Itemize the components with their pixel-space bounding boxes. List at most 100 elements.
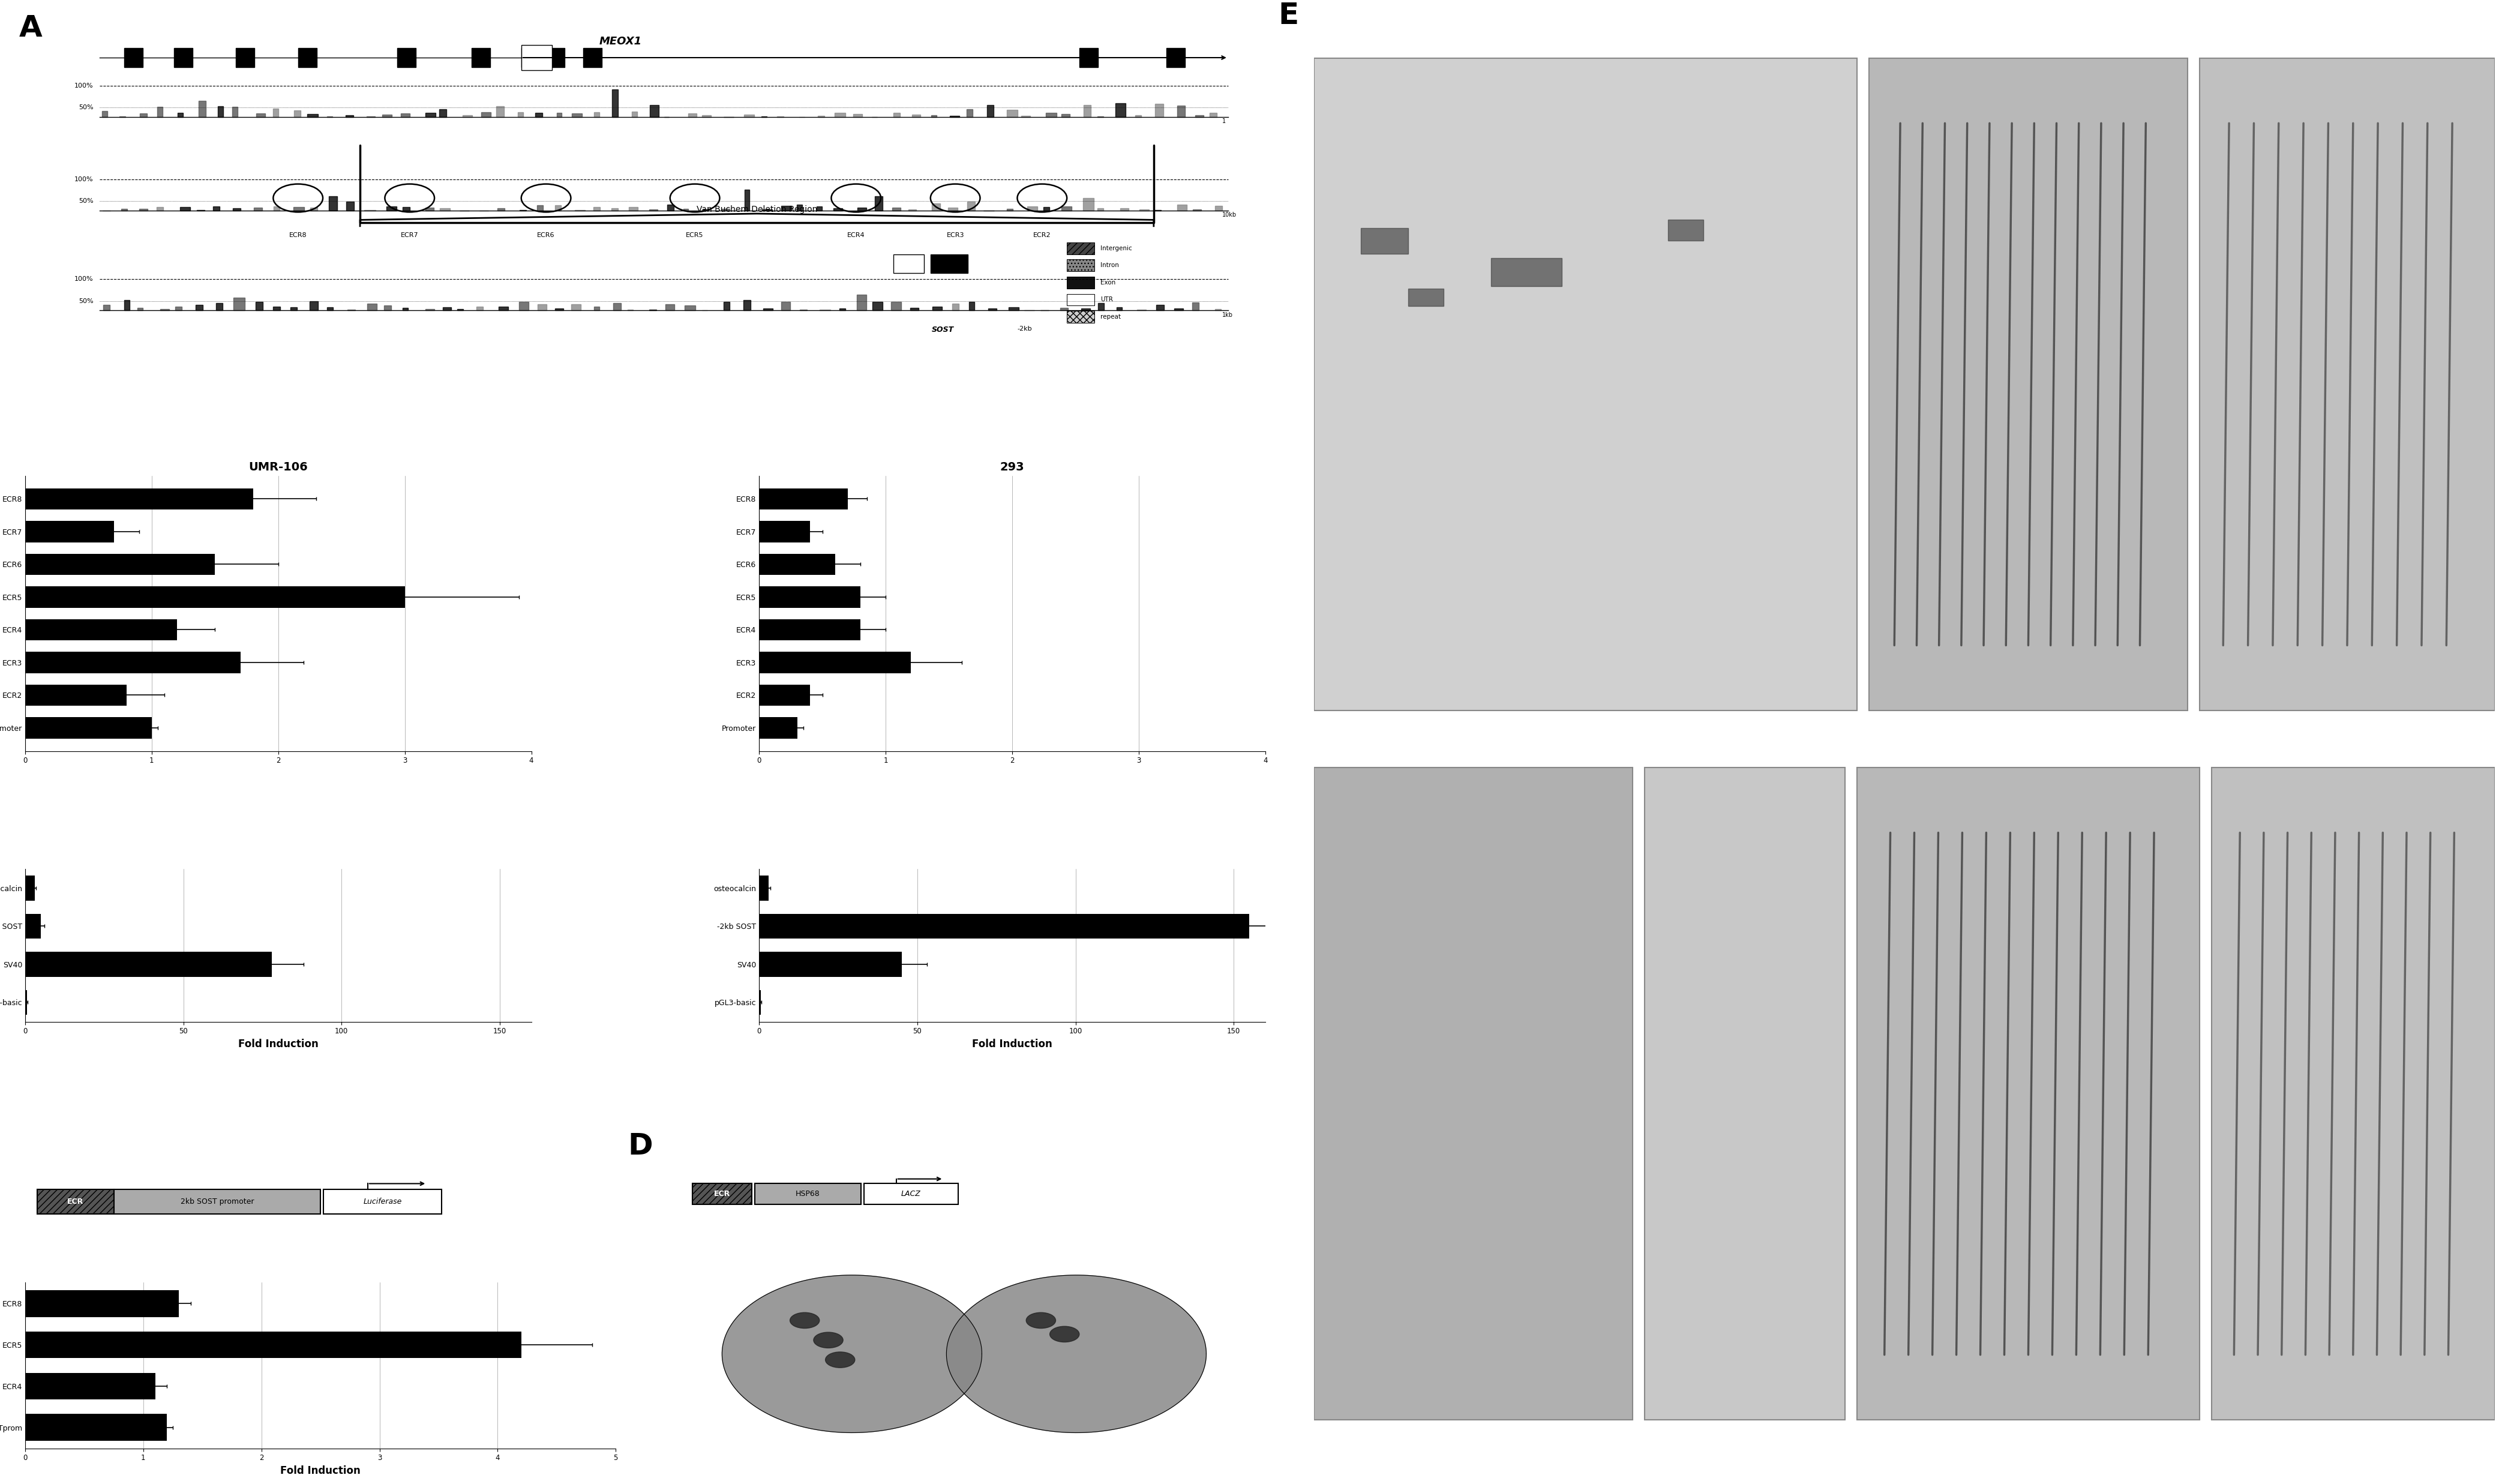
Bar xyxy=(547,49,564,67)
Bar xyxy=(1066,276,1094,288)
Bar xyxy=(272,306,280,310)
Bar xyxy=(912,115,920,117)
Text: ECR6: ECR6 xyxy=(537,232,554,238)
Text: ECR7: ECR7 xyxy=(401,232,418,238)
Bar xyxy=(522,46,552,69)
Bar xyxy=(759,952,902,977)
Bar xyxy=(723,302,731,310)
Bar xyxy=(25,876,35,900)
Bar xyxy=(383,304,391,310)
Bar xyxy=(176,114,184,117)
Bar xyxy=(481,112,491,117)
Bar xyxy=(217,303,222,310)
Bar xyxy=(1046,114,1056,117)
Bar xyxy=(1079,49,1099,67)
Ellipse shape xyxy=(827,1352,854,1367)
Bar xyxy=(426,208,433,210)
Bar xyxy=(156,106,161,117)
Bar xyxy=(403,207,411,210)
Bar xyxy=(295,111,300,117)
Bar xyxy=(1081,307,1091,310)
Bar xyxy=(383,114,391,117)
Bar xyxy=(310,302,318,310)
Bar xyxy=(25,1332,522,1358)
Bar xyxy=(139,307,144,310)
Bar xyxy=(103,304,111,310)
Bar xyxy=(25,554,214,575)
X-axis label: Fold Induction: Fold Induction xyxy=(280,1465,360,1477)
Bar xyxy=(401,114,411,117)
Text: 50%: 50% xyxy=(78,105,93,111)
Bar xyxy=(255,207,262,210)
Bar xyxy=(297,49,318,67)
Bar xyxy=(759,554,834,575)
Bar xyxy=(857,294,867,310)
Bar xyxy=(864,1184,958,1205)
Bar xyxy=(759,684,809,706)
Bar xyxy=(345,201,353,210)
Bar xyxy=(519,302,529,310)
Bar xyxy=(139,114,146,117)
X-axis label: Fold Induction: Fold Induction xyxy=(973,1039,1053,1049)
Bar xyxy=(403,307,408,310)
Bar xyxy=(753,1184,862,1205)
Bar xyxy=(25,913,40,939)
Bar xyxy=(464,115,471,117)
Text: Van Buchem Deletion Region: Van Buchem Deletion Region xyxy=(696,205,816,214)
Bar xyxy=(932,307,942,310)
Bar xyxy=(2213,767,2495,1420)
Bar xyxy=(693,1184,751,1205)
Bar xyxy=(1084,198,1094,210)
Text: E: E xyxy=(1278,1,1298,30)
Bar xyxy=(161,309,169,310)
Bar xyxy=(290,307,297,310)
Bar xyxy=(743,115,753,117)
Bar xyxy=(328,307,333,310)
Bar xyxy=(595,207,600,210)
X-axis label: Fold Induction: Fold Induction xyxy=(239,1039,318,1049)
Bar xyxy=(1361,228,1409,254)
Ellipse shape xyxy=(1026,1312,1056,1329)
Bar xyxy=(759,876,769,900)
Text: Luciferase: Luciferase xyxy=(363,1197,401,1206)
Text: A: A xyxy=(20,13,43,43)
Bar xyxy=(438,109,446,117)
Bar xyxy=(683,208,688,210)
Bar xyxy=(834,208,842,210)
Bar xyxy=(499,307,509,310)
Bar xyxy=(426,112,436,117)
Bar xyxy=(554,205,562,210)
Bar xyxy=(174,306,181,310)
Bar xyxy=(759,652,912,672)
Bar xyxy=(517,112,524,117)
Polygon shape xyxy=(948,1276,1207,1432)
Bar xyxy=(1061,207,1071,210)
Bar xyxy=(1066,242,1094,254)
Bar xyxy=(1061,307,1068,310)
Bar xyxy=(1116,103,1126,117)
Text: 50%: 50% xyxy=(78,198,93,204)
Bar xyxy=(25,1373,156,1400)
Bar xyxy=(721,208,728,210)
Text: D: D xyxy=(627,1132,653,1160)
Text: 100%: 100% xyxy=(76,176,93,182)
Bar xyxy=(25,952,272,977)
Bar xyxy=(892,208,900,210)
Bar xyxy=(1313,58,1857,711)
Bar xyxy=(441,208,451,210)
Bar xyxy=(25,1414,166,1441)
Text: 10kb: 10kb xyxy=(1222,211,1237,219)
Text: Intron: Intron xyxy=(1101,263,1119,269)
Bar xyxy=(988,309,995,310)
Bar xyxy=(557,112,562,117)
Bar xyxy=(633,111,638,117)
Bar xyxy=(1167,49,1184,67)
Bar xyxy=(953,304,960,310)
Text: -2kb: -2kb xyxy=(1018,327,1033,333)
Bar xyxy=(764,309,774,310)
Bar xyxy=(892,112,900,117)
Polygon shape xyxy=(723,1276,983,1432)
Text: Exon: Exon xyxy=(1101,279,1116,285)
Bar xyxy=(572,114,582,117)
Bar xyxy=(781,302,791,310)
